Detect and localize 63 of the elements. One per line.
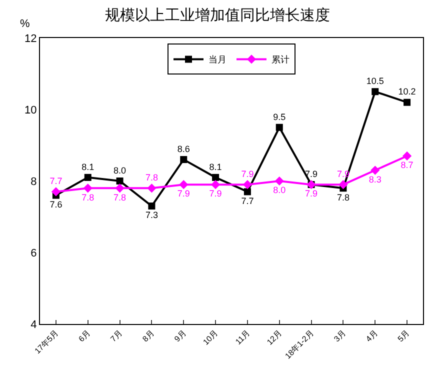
data-label: 7.8 (145, 172, 158, 183)
point (148, 202, 156, 210)
data-label: 8.1 (209, 162, 222, 172)
legend-label: 当月 (208, 54, 226, 65)
x-tick-label: 9月 (172, 328, 188, 344)
point (404, 98, 411, 106)
y-tick-label: 10 (24, 104, 37, 116)
x-tick-label: 17年5月 (33, 328, 60, 356)
x-tick-label: 8月 (140, 328, 156, 344)
data-label: 8.6 (177, 144, 190, 154)
y-tick-label: 6 (30, 247, 37, 260)
x-tick-label: 5月 (396, 328, 412, 344)
x-tick-label: 7月 (108, 328, 124, 344)
data-label: 7.6 (50, 199, 62, 210)
data-label: 8.0 (114, 165, 126, 176)
data-label: 7.3 (145, 210, 158, 220)
y-axis-title: % (20, 18, 30, 30)
data-label: 7.9 (241, 168, 254, 179)
data-label: 8.7 (400, 160, 414, 170)
data-label: 7.8 (82, 192, 94, 202)
data-label: 8.1 (82, 162, 94, 172)
x-tick-label: 6月 (76, 328, 92, 344)
data-label: 10.2 (398, 86, 416, 97)
point (210, 180, 220, 190)
data-label: 7.8 (336, 192, 350, 202)
point (242, 180, 252, 190)
data-label: 7.9 (209, 188, 222, 199)
data-label: 8.0 (273, 185, 286, 196)
legend-label: 累计 (272, 54, 290, 65)
chart-title: 规模以上工业增加值同比增长速度 (105, 6, 330, 24)
x-tick-label: 11月 (234, 328, 252, 346)
point (84, 174, 92, 181)
x-tick-label: 12月 (265, 328, 284, 347)
point (212, 174, 220, 181)
point (402, 151, 412, 161)
x-tick-label: 10月 (201, 328, 220, 347)
x-tick-label: 3月 (332, 328, 348, 344)
point (244, 188, 251, 196)
point (179, 180, 188, 190)
data-label: 7.7 (50, 176, 62, 186)
data-label: 9.5 (273, 112, 286, 122)
point (276, 124, 283, 131)
y-tick-label: 4 (30, 318, 37, 331)
point (274, 176, 284, 186)
point (116, 178, 124, 184)
point (180, 156, 188, 164)
point (370, 166, 380, 175)
point (83, 184, 92, 193)
y-tick-label: 12 (24, 32, 37, 45)
point (51, 187, 61, 196)
y-tick-label: 8 (30, 176, 37, 188)
data-label: 8.3 (368, 174, 382, 184)
data-label: 7.8 (114, 192, 126, 202)
x-tick-label: 4月 (364, 328, 380, 344)
point (115, 184, 124, 193)
x-tick-label: 18年1-2月 (283, 328, 316, 361)
point (147, 184, 156, 193)
data-label: 7.9 (305, 188, 318, 199)
point (372, 88, 379, 96)
data-label: 7.9 (177, 188, 190, 199)
data-label: 7.7 (241, 196, 254, 206)
data-label: 10.5 (366, 76, 384, 86)
point (338, 180, 348, 190)
